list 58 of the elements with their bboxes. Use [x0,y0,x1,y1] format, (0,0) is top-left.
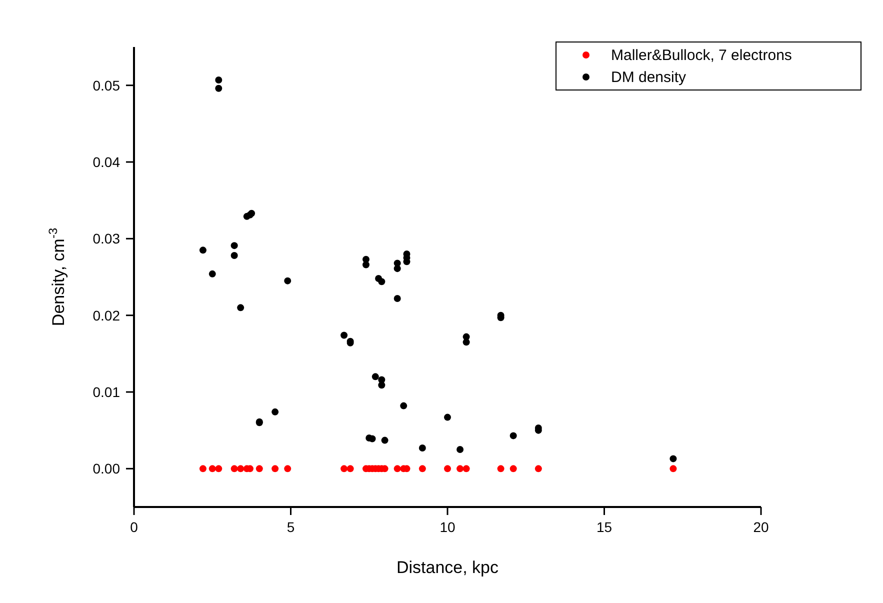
point [394,465,401,472]
point [400,402,408,410]
point [394,294,401,302]
x-axis-title: Distance, kpc [396,558,500,577]
y-tick-label: 0.03 [92,230,120,247]
point [340,332,348,339]
point [272,465,279,472]
point [534,465,542,472]
point [670,465,677,472]
point [230,242,238,250]
point [199,465,206,472]
x-tick-label: 5 [286,519,295,535]
y-tick-label: 0.04 [92,154,120,170]
point [394,265,401,272]
point [237,304,244,312]
point [208,465,216,472]
legend-label: Maller&Bullock, 7 electrons [611,47,792,64]
x-tick-label: 0 [130,519,138,535]
legend-label: DM density [611,69,687,86]
point [199,246,206,254]
point [418,465,426,472]
point [284,465,292,472]
point [208,270,216,278]
point [381,436,388,444]
point [378,278,386,286]
point [372,373,379,380]
point [237,465,244,472]
point [215,76,222,84]
point [362,261,370,268]
point [510,465,517,472]
point [256,465,263,472]
y-tick-label: 0.00 [92,460,120,477]
point [444,465,451,472]
y-tick-label: 0.05 [92,77,120,94]
point [230,252,238,260]
point [670,455,677,462]
x-tick-label: 20 [753,519,769,535]
y-tick-label: 0.01 [92,384,120,400]
point [368,435,376,442]
y-tick-label: 0.02 [92,307,120,324]
point [346,465,354,472]
point [215,465,222,472]
point [462,338,470,346]
point [378,382,386,389]
point [230,465,238,472]
point [444,414,451,421]
point [272,408,279,416]
point [510,432,517,440]
point [284,277,292,284]
point [456,465,464,472]
point [456,446,464,453]
point [215,84,222,92]
point [497,465,504,472]
x-tick-label: 10 [440,519,456,535]
point [462,465,470,472]
x-tick-label: 15 [596,519,612,535]
point [340,465,348,472]
point [418,444,426,452]
